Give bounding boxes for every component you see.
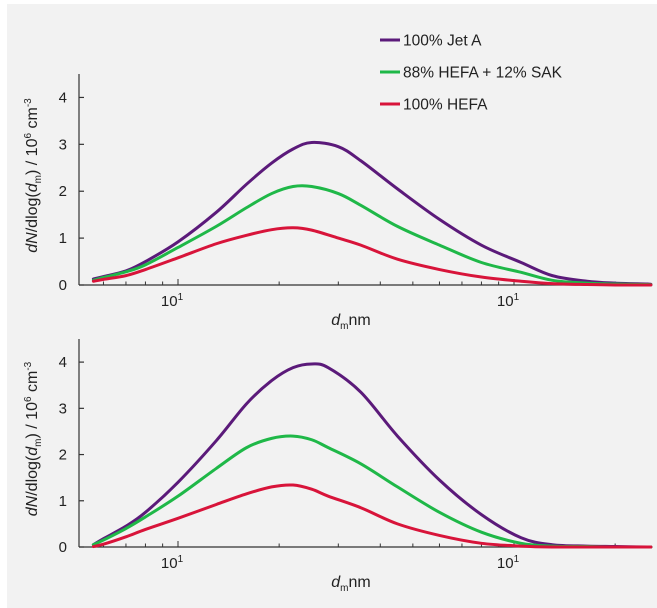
figure-panel: 0 1 2 3 4 101 101 dmnm dN/dlog(dm) / 106 cm-3 0 1 2… (7, 4, 657, 608)
y-tick-label: 2 (59, 447, 67, 464)
x-tick-label: 101 (161, 554, 184, 572)
y-tick-label: 2 (59, 183, 67, 200)
y-tick-label: 3 (59, 400, 67, 417)
series-line-100-hefa (91, 483, 653, 549)
legend-label: 88% HEFA + 12% SAK (403, 65, 563, 82)
x-axis-label: dmnm (331, 312, 370, 332)
chart-canvas: 0 1 2 3 4 101 101 dmnm dN/dlog(dm) / 106 cm-3 0 1 2… (23, 33, 653, 594)
bottom-panel: 0 1 2 3 4 101 101 dmnm dN/dlog(dm) / 106 cm-3 (23, 339, 653, 594)
x-tick-label: 101 (497, 554, 520, 572)
series-line-88-hefa-12-sak (91, 434, 653, 549)
series-line-100-jet-a (91, 140, 653, 287)
x-tick-label: 101 (497, 292, 520, 310)
y-axis-label: dN/dlog(dm) / 106 cm-3 (23, 361, 44, 516)
y-tick-label: 4 (59, 89, 67, 106)
legend-label: 100% Jet A (403, 33, 482, 50)
y-tick-label: 4 (59, 354, 67, 371)
legend-label: 100% HEFA (403, 97, 488, 114)
y-tick-label: 0 (59, 539, 67, 556)
x-tick-label: 101 (161, 292, 184, 310)
y-tick-label: 3 (59, 136, 67, 153)
series-line-88-hefa-12-sak (91, 184, 653, 287)
y-tick-label: 1 (59, 493, 67, 510)
series-line-100-hefa (91, 226, 653, 287)
top-panel: 0 1 2 3 4 101 101 dmnm dN/dlog(dm) / 106 cm-3 (23, 74, 653, 332)
y-tick-label: 1 (59, 230, 67, 247)
legend: 100% Jet A 88% HEFA + 12% SAK 100% HEFA (380, 33, 563, 114)
x-axis-label: dmnm (331, 574, 370, 594)
y-axis-label: dN/dlog(dm) / 106 cm-3 (23, 98, 44, 253)
y-tick-label: 0 (59, 277, 67, 294)
